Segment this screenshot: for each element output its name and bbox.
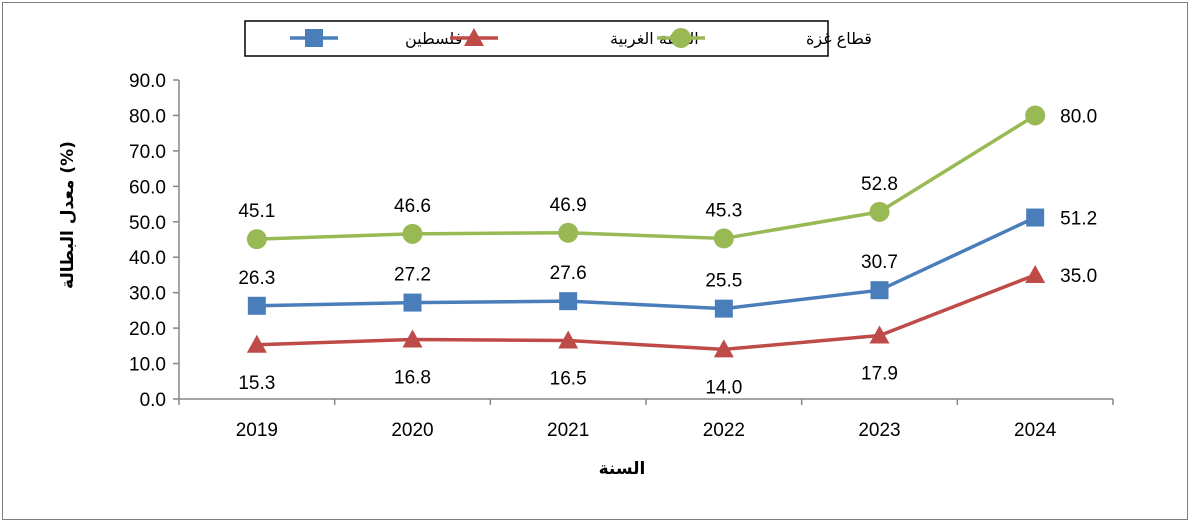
- data-point: [713, 228, 734, 249]
- legend-label: فلسطين: [405, 29, 462, 49]
- data-point: [714, 299, 733, 318]
- x-tick-label: 2019: [236, 420, 278, 441]
- data-label: 27.2: [394, 265, 431, 286]
- data-point: [403, 293, 422, 312]
- y-tick-label: 10.0: [129, 355, 166, 376]
- x-tick-label: 2020: [391, 420, 433, 441]
- x-axis-title: السنة: [599, 459, 646, 479]
- y-tick-label: 40.0: [129, 248, 166, 269]
- legend-swatch-marker: [671, 28, 691, 48]
- data-label: 35.0: [1060, 266, 1097, 287]
- data-label: 15.3: [238, 373, 275, 394]
- data-label: 25.5: [705, 271, 742, 292]
- y-tick-label: 0.0: [140, 390, 166, 411]
- data-label: 26.3: [238, 268, 275, 289]
- data-point: [870, 281, 889, 300]
- data-point: [869, 325, 890, 344]
- y-tick-label: 50.0: [129, 213, 166, 234]
- data-label: 51.2: [1060, 209, 1097, 230]
- y-tick-label: 60.0: [129, 177, 166, 198]
- y-tick-label: 20.0: [129, 319, 166, 340]
- x-tick-label: 2023: [858, 420, 900, 441]
- y-tick-label: 70.0: [129, 142, 166, 163]
- y-tick-label: 90.0: [129, 71, 166, 92]
- data-labels: 26.3 27.2 27.6 25.5 30.7 51.2 15.3 16.8 16.5 14.0…: [238, 106, 1097, 398]
- data-label: 45.1: [238, 201, 275, 222]
- legend-label: قطاع غزة: [806, 29, 872, 49]
- data-point: [247, 296, 266, 315]
- legend-box: [244, 20, 829, 57]
- data-label: 16.8: [394, 367, 431, 388]
- data-label: 52.8: [861, 174, 898, 195]
- series-1: [246, 264, 1046, 358]
- x-tick-label: 2021: [547, 420, 589, 441]
- series-2: [246, 105, 1046, 250]
- data-point: [1025, 105, 1046, 126]
- series-line: [256, 113, 1037, 241]
- data-label: 80.0: [1060, 106, 1097, 127]
- data-label: 16.5: [550, 369, 587, 390]
- data-point: [713, 339, 734, 358]
- data-point: [246, 334, 267, 353]
- data-point: [1025, 264, 1046, 283]
- data-point: [559, 292, 578, 311]
- data-point: [558, 330, 579, 349]
- data-point: [402, 329, 423, 348]
- chart-frame: [2, 2, 1188, 520]
- legend-item-0: فلسطين: [290, 29, 462, 49]
- data-label: 45.3: [705, 200, 742, 221]
- y-tick-label: 80.0: [129, 106, 166, 127]
- legend-swatch-marker: [464, 28, 484, 46]
- axes: 0.0 10.0 20.0 30.0 40.0 50.0 60.0 70.0 80.0 90.0 2…: [129, 71, 1114, 441]
- data-label: 46.9: [550, 195, 587, 216]
- legend: فلسطين الضفة الغربية قطاع غزة: [244, 20, 872, 57]
- y-axis-title: معدل البطالة (%): [58, 141, 78, 289]
- data-label: 14.0: [705, 377, 742, 398]
- data-label: 27.6: [550, 263, 587, 284]
- data-point: [558, 222, 579, 243]
- series-layer: [246, 105, 1046, 358]
- series-line: [256, 215, 1036, 311]
- y-tick-label: 30.0: [129, 284, 166, 305]
- series-0: [247, 208, 1045, 318]
- data-label: 30.7: [861, 252, 898, 273]
- legend-item-2: قطاع غزة: [657, 28, 872, 49]
- x-tick-label: 2022: [703, 420, 745, 441]
- legend-swatch-marker: [305, 29, 323, 47]
- data-point: [402, 223, 423, 244]
- series-line: [256, 273, 1036, 352]
- data-point: [1026, 208, 1045, 227]
- data-label: 17.9: [861, 364, 898, 385]
- data-label: 46.6: [394, 196, 431, 217]
- data-point: [246, 229, 267, 250]
- data-point: [869, 201, 890, 222]
- x-tick-label: 2024: [1014, 420, 1057, 441]
